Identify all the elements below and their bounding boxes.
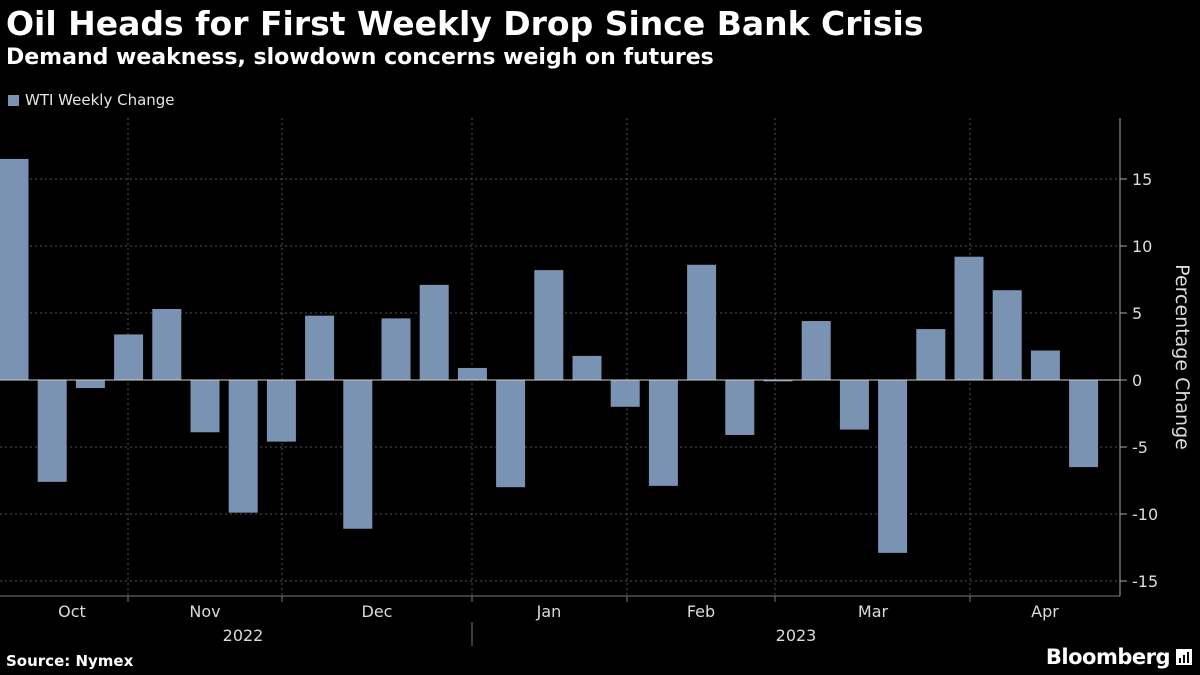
bar bbox=[839, 380, 869, 430]
bar bbox=[992, 290, 1022, 380]
bar bbox=[534, 270, 564, 380]
x-tick-label: Nov bbox=[189, 602, 220, 621]
year-label: 2022 bbox=[223, 626, 264, 645]
bar bbox=[1030, 350, 1060, 380]
y-tick-label: -5 bbox=[1132, 438, 1148, 457]
x-tick-label: Dec bbox=[362, 602, 393, 621]
legend-swatch bbox=[8, 94, 19, 106]
y-tick-label: 5 bbox=[1132, 304, 1142, 323]
bar bbox=[1069, 380, 1099, 468]
bar bbox=[763, 380, 793, 382]
source-note: Source: Nymex bbox=[6, 652, 134, 670]
bar bbox=[878, 380, 908, 553]
year-label: 2023 bbox=[776, 626, 817, 645]
bar bbox=[725, 380, 755, 435]
y-tick-label: 15 bbox=[1132, 170, 1152, 189]
chart-title: Oil Heads for First Weekly Drop Since Ba… bbox=[6, 4, 924, 43]
bar-chart-icon bbox=[1176, 649, 1192, 665]
bar bbox=[610, 380, 640, 407]
bar bbox=[0, 158, 29, 380]
bar bbox=[305, 315, 335, 380]
bloomberg-logo: Bloomberg bbox=[1046, 645, 1192, 669]
legend: WTI Weekly Change bbox=[8, 91, 175, 109]
bar bbox=[343, 380, 373, 529]
y-tick-label: 0 bbox=[1132, 371, 1142, 390]
x-tick-label: Jan bbox=[536, 602, 562, 621]
bar bbox=[37, 380, 67, 482]
bar bbox=[381, 318, 411, 380]
x-tick-label: Mar bbox=[858, 602, 889, 621]
bar bbox=[648, 380, 678, 486]
bar bbox=[152, 308, 182, 380]
x-tick-label: Oct bbox=[58, 602, 86, 621]
bar bbox=[496, 380, 526, 488]
bar bbox=[266, 380, 296, 442]
chart-subtitle: Demand weakness, slowdown concerns weigh… bbox=[6, 45, 714, 70]
brand-text: Bloomberg bbox=[1045, 645, 1171, 669]
bar bbox=[457, 367, 487, 380]
bar bbox=[114, 334, 144, 380]
x-tick-label: Apr bbox=[1031, 602, 1059, 621]
x-tick-label: Feb bbox=[687, 602, 715, 621]
y-tick-label: -15 bbox=[1132, 572, 1158, 591]
y-axis-title: Percentage Change bbox=[1171, 264, 1193, 450]
bar bbox=[419, 284, 449, 380]
y-tick-label: 10 bbox=[1132, 237, 1152, 256]
bar bbox=[228, 380, 258, 513]
bar bbox=[75, 380, 105, 389]
bar bbox=[190, 380, 220, 433]
legend-label: WTI Weekly Change bbox=[25, 91, 175, 109]
bar bbox=[916, 329, 946, 380]
bar bbox=[954, 256, 984, 380]
bar bbox=[687, 264, 717, 380]
y-tick-label: -10 bbox=[1132, 505, 1158, 524]
bar bbox=[801, 321, 831, 380]
bar bbox=[572, 355, 602, 380]
